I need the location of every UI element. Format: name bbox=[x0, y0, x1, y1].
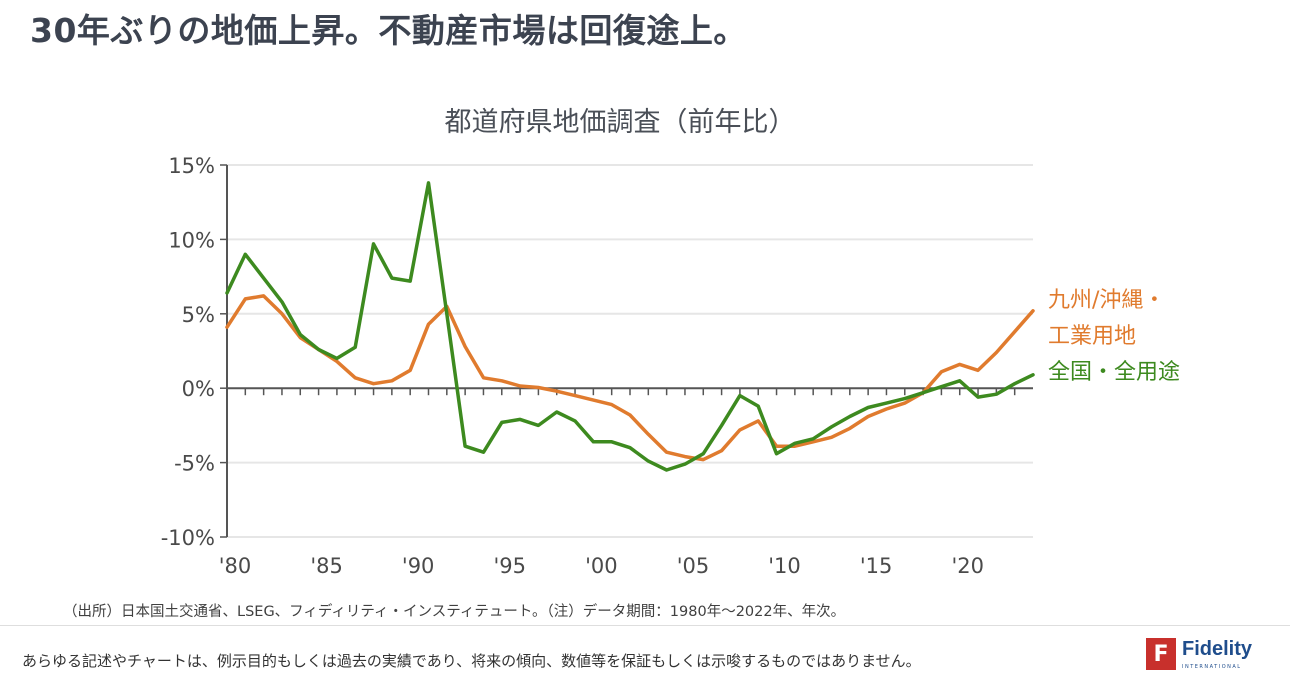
footer-divider bbox=[0, 625, 1290, 626]
fidelity-logo: F Fidelity INTERNATIONAL bbox=[1146, 638, 1252, 670]
source-note: （出所）日本国土交通省、LSEG、フィディリティ・インスティテュート。（注）デー… bbox=[63, 604, 846, 620]
legend-kyushu-line2: 工業用地 bbox=[1048, 324, 1137, 349]
x-tick-label: '05 bbox=[677, 554, 710, 578]
y-tick-label: 10% bbox=[168, 228, 215, 252]
y-tick-labels: 15% 10% 5% 0% -5% -10% bbox=[161, 154, 215, 550]
x-tick-label: '90 bbox=[402, 554, 435, 578]
x-tick-labels: '80 '85 '90 '95 '00 '05 '10 '15 '20 bbox=[219, 554, 984, 578]
line-chart: 15%10%5%0%-5%-10% '80'85'90'95'00'05'10 '… bbox=[161, 154, 1035, 578]
y-tick-label: 5% bbox=[182, 303, 215, 327]
y-tick-label: -5% bbox=[174, 452, 215, 476]
gridlines bbox=[227, 164, 1033, 538]
legend-national: 全国・全用途 bbox=[1048, 360, 1181, 385]
disclaimer: あらゆる記述やチャートは、例示目的もしくは過去の実績であり、将来の傾向、数値等を… bbox=[22, 652, 921, 670]
logo-word: Fidelity bbox=[1182, 638, 1253, 660]
legend: 九州/沖縄・ 工業用地 全国・全用途 bbox=[1048, 283, 1180, 391]
fidelity-f-icon: F bbox=[1146, 638, 1176, 670]
series-lines bbox=[225, 181, 1035, 472]
logo-sub: INTERNATIONAL bbox=[1182, 664, 1242, 670]
y-tick-label: 0% bbox=[182, 377, 215, 401]
axes bbox=[220, 164, 1033, 538]
y-tick-label: -10% bbox=[161, 526, 215, 550]
legend-kyushu-line1: 九州/沖縄・ bbox=[1048, 288, 1166, 313]
y-tick-label: 15% bbox=[168, 154, 215, 178]
x-tick-label: '00 bbox=[585, 554, 618, 578]
x-tick-label: '15 bbox=[860, 554, 893, 578]
headline: 30年ぶりの地価上昇。不動産市場は回復途上。 bbox=[30, 11, 747, 50]
series-line-kyushu-industrial bbox=[225, 294, 1035, 462]
x-tick-label: '95 bbox=[494, 554, 527, 578]
chart-title: 都道府県地価調査（前年比） bbox=[444, 107, 796, 138]
series-line-national-all bbox=[225, 181, 1035, 472]
x-tick-label: '85 bbox=[310, 554, 343, 578]
x-tick-label: '20 bbox=[951, 554, 984, 578]
x-tick-label: '80 bbox=[219, 554, 252, 578]
x-tick-label: '10 bbox=[768, 554, 801, 578]
